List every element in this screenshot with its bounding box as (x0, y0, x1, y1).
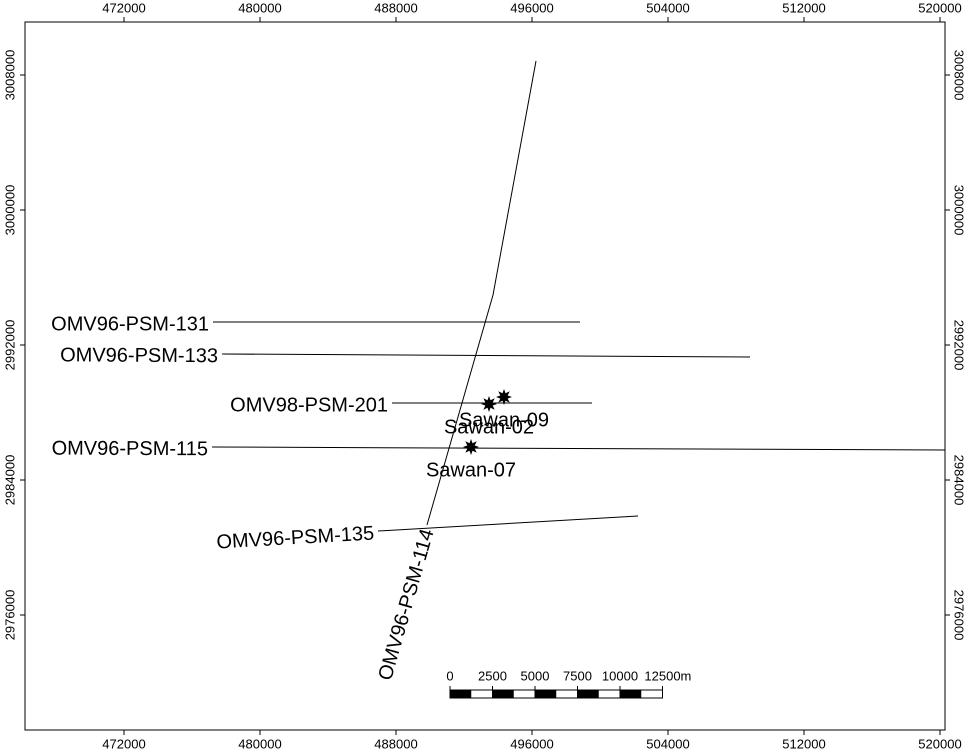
x-tick-label: 512000 (782, 736, 825, 751)
x-tick-label: 496000 (510, 736, 553, 751)
y-tick-label: 2976000 (2, 590, 17, 641)
x-tick-label: 504000 (646, 0, 689, 15)
scale-bar-label: 2500 (478, 668, 507, 683)
well-symbol (481, 396, 497, 412)
x-tick-label: 504000 (646, 736, 689, 751)
x-tick-label: 520000 (918, 736, 961, 751)
x-tick-label: 472000 (102, 736, 145, 751)
seismic-line (221, 353, 751, 358)
well-symbol (496, 389, 512, 405)
seismic-line (211, 446, 946, 451)
seismic-line (377, 515, 639, 532)
well-symbol (463, 439, 479, 455)
x-tick-label: 488000 (374, 0, 417, 15)
scale-bar-label: 12500 (644, 668, 680, 683)
scale-bar-segment (492, 690, 514, 698)
y-tick-label: 3000000 (952, 185, 967, 236)
scale-bar-label: 10000 (602, 668, 638, 683)
y-tick-label: 2984000 (952, 455, 967, 506)
well-label: Sawan-02 (444, 416, 534, 438)
well-label: Sawan-07 (426, 459, 516, 481)
scale-bar-label: 0 (446, 668, 453, 683)
x-tick-label: 512000 (782, 0, 825, 15)
y-tick-label: 2976000 (952, 590, 967, 641)
x-tick-label: 480000 (238, 736, 281, 751)
scale-bar-segment (534, 690, 557, 698)
scale-bar-label: 5000 (521, 668, 550, 683)
x-tick-label: 480000 (238, 0, 281, 15)
scale-bar-label: 7500 (563, 668, 592, 683)
line-label: OMV96-PSM-133 (60, 344, 218, 367)
x-tick-label: 488000 (374, 736, 417, 751)
x-tick-label: 496000 (510, 0, 553, 15)
line-label: OMV96-PSM-131 (51, 313, 209, 335)
y-tick-label: 3008000 (952, 50, 967, 101)
scale-bar-segment (577, 690, 599, 698)
y-tick-label: 3008000 (2, 50, 17, 101)
y-tick-label: 3000000 (2, 185, 17, 236)
y-tick-label: 2992000 (952, 320, 967, 371)
x-tick-label: 520000 (918, 0, 961, 15)
map-frame (24, 21, 946, 731)
y-tick-label: 2984000 (2, 455, 17, 506)
well-label: Sawan-09 (459, 409, 549, 431)
line-label: OMV98-PSM-201 (230, 394, 388, 416)
scale-bar-segment (450, 690, 472, 698)
x-tick-label: 472000 (102, 0, 145, 15)
y-tick-label: 2992000 (2, 320, 17, 371)
scale-bar-unit: m (680, 668, 691, 683)
scale-bar-segment (619, 690, 642, 698)
line-label: OMV96-PSM-115 (52, 438, 208, 461)
